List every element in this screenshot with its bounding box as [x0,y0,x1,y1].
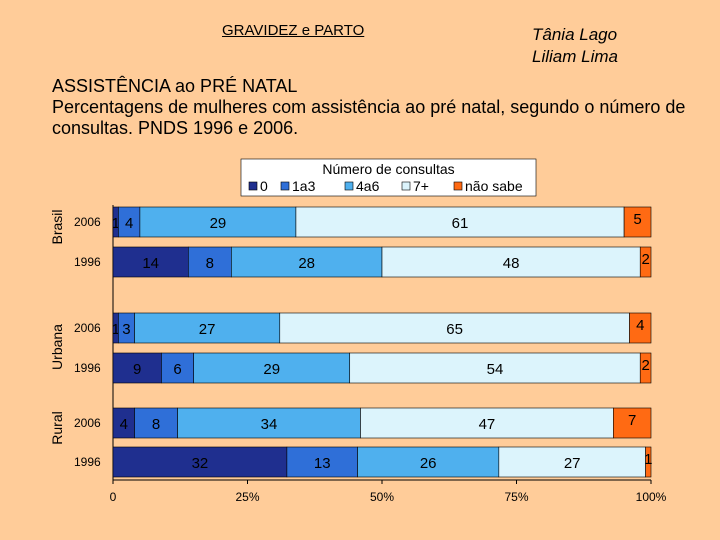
bar-value-label: 48 [503,255,520,272]
bar-value-label: 13 [314,455,331,472]
bar-value-label: 61 [452,215,469,232]
bar-value-label: 5 [633,211,641,228]
authors-block: Tânia Lago Liliam Lima [532,24,618,68]
legend-swatch-2 [344,181,354,191]
bar-value-label: 1 [112,215,120,232]
x-tick-label: 75% [504,490,528,504]
bar-value-label: 27 [564,455,581,472]
bar-segment [231,246,383,278]
bar-value-label: 4 [125,215,133,232]
legend-swatch-4 [453,181,463,191]
row-label: 2006 [74,416,101,430]
bar-value-label: 6 [173,361,181,378]
bar-value-label: 3 [122,321,130,338]
row-label: 1996 [74,455,101,469]
legend-label-3: 7+ [413,178,429,194]
bar-value-label: 29 [263,361,280,378]
bar-segment [193,352,351,384]
bar-value-label: 26 [420,455,437,472]
bar-segment [623,206,652,238]
bar-value-label: 9 [133,361,141,378]
row-label: 2006 [74,215,101,229]
bar-segment [139,206,297,238]
bar-segment [498,446,646,478]
author-1: Tânia Lago [532,25,618,44]
bar-segment [629,312,652,344]
author-2: Liliam Lima [532,47,618,66]
legend-title: Número de consultas [322,161,454,177]
plot-area: 0 25% 50% 75% 100% Brasil Urbana Rural 2006 1996 2… [49,205,667,504]
x-tick-label: 100% [636,490,667,504]
bar-value-label: 28 [298,255,315,272]
bar-value-label: 7 [628,412,636,429]
legend-swatch-0 [248,181,258,191]
bar-value-label: 32 [192,455,209,472]
bar-value-label: 54 [487,361,504,378]
bar-value-label: 1 [112,321,120,338]
bar-segment [161,352,194,384]
bar-value-label: 4 [120,416,128,433]
bar-value-label: 4 [636,317,644,334]
bar-value-label: 1 [644,451,652,468]
bar-value-label: 65 [446,321,463,338]
bar-segment [639,246,652,278]
x-tick-label: 0 [110,490,117,504]
bar-segment [177,407,361,439]
row-label: 2006 [74,321,101,335]
bar-segment [639,352,652,384]
bar-segment [134,312,281,344]
header-left-title: GRAVIDEZ e PARTO [222,22,365,39]
chart-subtitle: Percentagens de mulheres com assistência… [52,97,686,138]
bar-value-label: 34 [261,416,278,433]
group-label-rural: Rural [49,411,65,444]
bar-segment [112,352,162,384]
bar-segment [295,206,625,238]
legend-label-0: 0 [260,178,268,194]
group-label-brasil: Brasil [49,209,65,244]
bar-value-label: 47 [479,416,496,433]
bar-segment [381,246,641,278]
row-label: 1996 [74,361,101,375]
bar-value-label: 14 [142,255,159,272]
legend: Número de consultas 0 1a3 4a6 7+ não sabe [240,158,537,197]
legend-label-4: não sabe [465,178,523,194]
bar-segment [360,407,614,439]
bar-value-label: 29 [210,215,227,232]
bar-segment [279,312,630,344]
bar-segment [112,446,288,478]
bar-value-label: 8 [152,416,160,433]
bar-segment [286,446,358,478]
bar-value-label: 8 [206,255,214,272]
group-label-urbana: Urbana [49,324,65,370]
bar-segment [112,246,189,278]
bar-segment [188,246,232,278]
bar-value-label: 2 [641,251,649,268]
legend-box [240,158,537,197]
row-label: 1996 [74,255,101,269]
bar-segment [349,352,641,384]
x-tick-label: 25% [235,490,259,504]
bar-segment [613,407,652,439]
legend-swatch-1 [280,181,290,191]
legend-swatch-3 [401,181,411,191]
legend-label-1: 1a3 [292,178,316,194]
legend-label-2: 4a6 [356,178,380,194]
bar-segment [357,446,500,478]
chart-title: ASSISTÊNCIA ao PRÉ NATAL [52,76,298,96]
bar-segment [645,446,652,478]
x-tick-label: 50% [370,490,394,504]
bar-value-label: 27 [199,321,216,338]
bar-value-label: 2 [641,357,649,374]
